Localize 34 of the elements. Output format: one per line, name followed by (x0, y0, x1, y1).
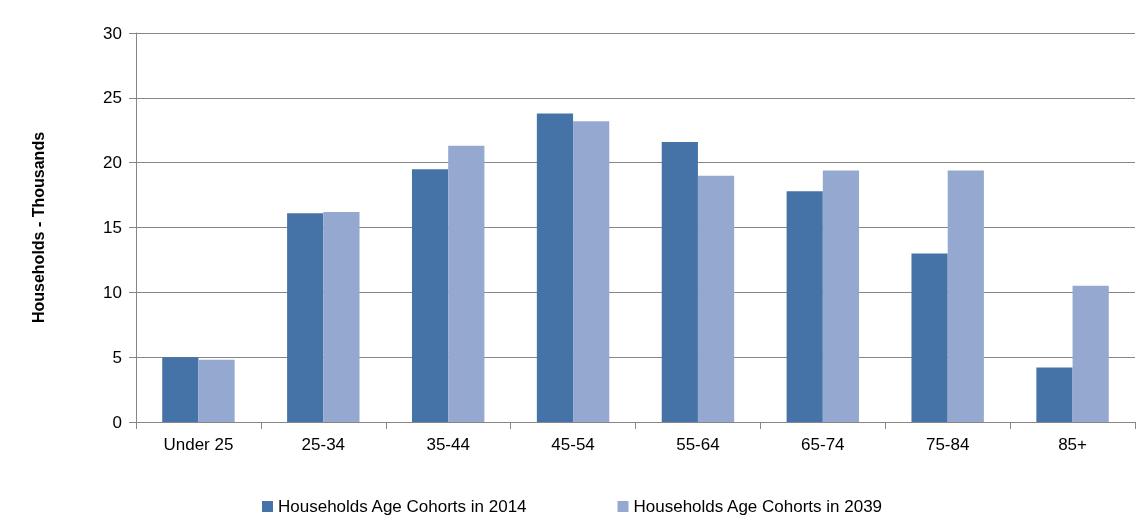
bar (536, 113, 574, 422)
x-tick-label: 45-54 (551, 435, 595, 454)
bar (822, 170, 860, 422)
bar (1072, 285, 1109, 422)
bar (411, 169, 449, 422)
x-tick-label: 75-84 (925, 435, 970, 454)
bar (448, 145, 485, 422)
bar (323, 211, 360, 422)
x-tick-label: 55-64 (676, 435, 720, 454)
y-tick-label: 20 (103, 153, 122, 173)
x-tick-label: 65-74 (801, 435, 845, 454)
bar (1036, 367, 1073, 422)
bar (287, 213, 324, 422)
x-tick-label: 25-34 (301, 435, 346, 454)
x-tick-label: 85+ (1058, 435, 1088, 454)
bar (947, 170, 984, 422)
bar (573, 121, 610, 422)
bar (198, 359, 235, 422)
y-tick-label: 10 (103, 282, 122, 302)
y-tick-label: 15 (103, 218, 122, 237)
bar (697, 175, 735, 422)
x-tick-label: 35-44 (426, 435, 470, 454)
legend-label: Households Age Cohorts in 2014 (278, 497, 527, 516)
y-axis-title: Households - Thousands (29, 131, 47, 324)
legend-label: Households Age Cohorts in 2039 (633, 497, 883, 516)
y-tick-label: 25 (103, 88, 122, 108)
y-tick-label: 5 (112, 347, 122, 367)
y-tick-label: 0 (112, 412, 122, 432)
bar (661, 141, 698, 422)
bar (786, 191, 823, 422)
bar (911, 253, 948, 422)
y-tick-label: 30 (103, 23, 122, 43)
x-tick-label: Under 25 (163, 435, 234, 454)
bar (162, 357, 199, 422)
